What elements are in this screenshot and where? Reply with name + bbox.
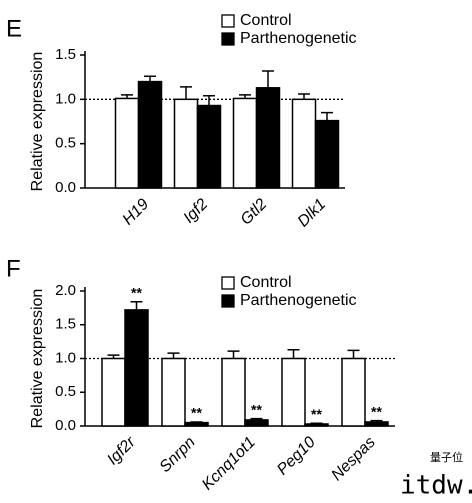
x-tick-label: H19 [120,196,153,229]
significance: ** [251,401,262,417]
legend-swatch [221,32,235,46]
bar [281,357,306,427]
legend-label: Parthenogenetic [240,30,357,47]
y-tick-label: 0.0 [55,179,76,196]
bar [196,104,222,189]
bar [101,357,126,427]
error-bar [262,70,274,88]
y-tick-label: 0.5 [55,383,76,400]
bar [364,421,389,427]
y-tick-label: 2.0 [55,282,76,299]
legend-swatch [221,276,235,290]
y-tick-label: 1.0 [55,90,76,107]
error-bar [287,348,300,359]
error-bar [321,111,333,121]
legend-label: Control [240,12,292,29]
bar [184,421,209,427]
bar [161,357,186,427]
significance: ** [191,405,202,421]
error-bar [167,352,180,359]
significance: ** [371,403,382,419]
watermark: itdw.cn [400,471,472,499]
error-bar [180,86,192,100]
error-bar [144,75,156,82]
error-bar [107,354,120,359]
error-bar [227,350,240,359]
x-tick-label: Snrpn [157,434,199,476]
legend-swatch [221,294,235,308]
legend-label: Control [240,274,292,291]
y-tick-label: 1.5 [55,316,76,333]
error-bar [370,419,383,422]
y-axis-label: Relative expression [29,52,46,192]
panel-label: F [6,255,21,282]
bar [291,98,317,189]
error-bar [130,301,143,310]
significance: ** [311,406,322,422]
x-tick-label: Kcnq1ot1 [199,434,259,494]
y-tick-label: 0.5 [55,135,76,152]
x-tick-label: Nespas [328,434,378,484]
x-tick-label: Igf2r [104,433,139,468]
bar [341,357,366,427]
x-tick-label: Gtl2 [238,196,271,229]
panel-label: E [6,15,22,42]
legend-label: Parthenogenetic [240,292,357,309]
bar [221,357,246,427]
y-axis-label: Relative expression [29,289,46,429]
bar [114,97,140,189]
bar [173,98,199,189]
bar [124,309,149,427]
bar [314,119,340,189]
x-tick-label: Igf2 [180,196,211,227]
y-tick-label: 0.0 [55,417,76,434]
bar [232,97,258,189]
x-tick-label: Dlk1 [295,196,330,231]
bar [137,80,163,189]
watermark-logo: 量子位 [430,450,463,464]
y-tick-label: 1.5 [55,46,76,63]
legend-swatch [221,14,235,28]
y-tick-label: 1.0 [55,349,76,366]
error-bar [121,94,133,99]
bar [255,87,281,189]
error-bar [298,93,310,100]
bar [304,423,329,427]
error-bar [310,422,323,425]
bar [244,419,269,427]
significance: ** [131,285,142,301]
error-bar [190,421,203,423]
error-bar [250,417,263,420]
error-bar [347,349,360,359]
error-bar [203,95,215,106]
x-tick-label: Peg10 [274,434,319,479]
error-bar [239,94,251,99]
